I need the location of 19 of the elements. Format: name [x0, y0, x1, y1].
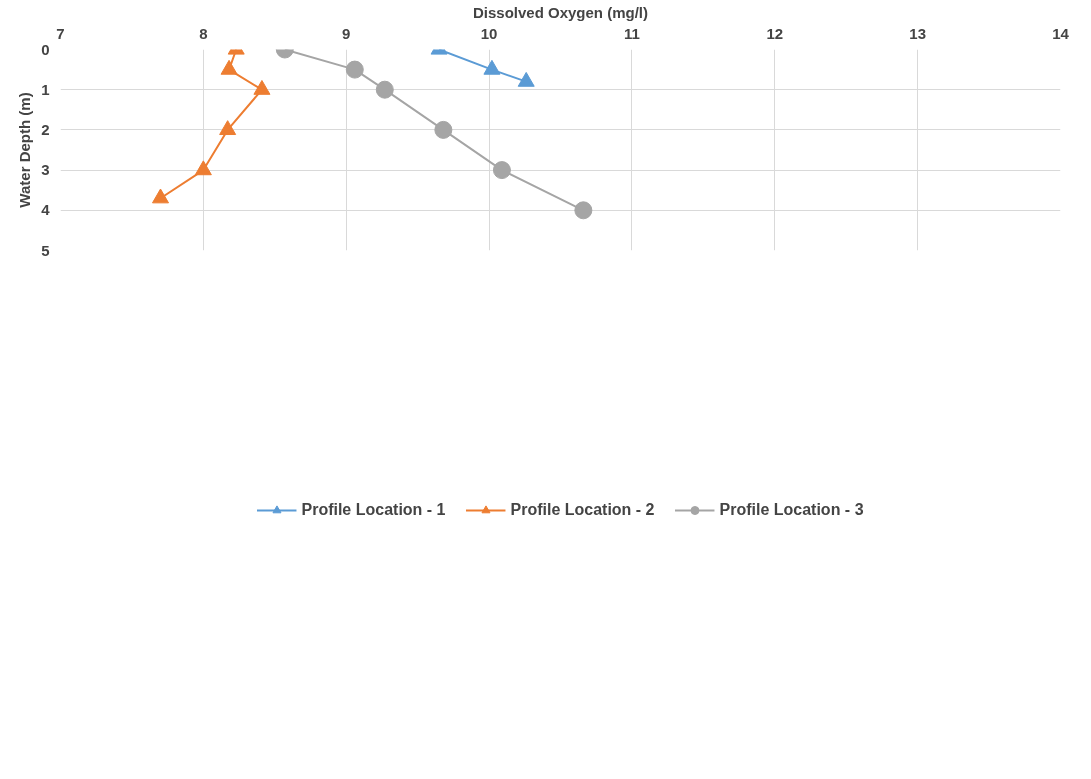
y-tick-label: 1 — [41, 80, 50, 98]
legend-label: Profile Location - 2 — [510, 501, 655, 519]
x-tick-label: 7 — [56, 24, 65, 42]
x-tick-label: 9 — [342, 24, 351, 42]
y-tick-label: 2 — [41, 120, 50, 138]
x-tick-label: 10 — [480, 24, 498, 42]
y-tick-label: 5 — [41, 241, 50, 259]
x-tick-label: 8 — [199, 24, 208, 42]
y-tick-label: 0 — [41, 40, 50, 58]
legend-label: Profile Location - 1 — [301, 501, 446, 519]
x-tick-label: 13 — [909, 24, 926, 42]
y-tick-label: 3 — [41, 161, 50, 179]
x-tick-label: 14 — [1052, 24, 1070, 42]
x-tick-label: 11 — [624, 24, 640, 42]
y-axis-title: Water Depth (m) — [16, 92, 34, 208]
x-axis-title: Dissolved Oxygen (mg/l) — [472, 3, 649, 21]
y-tick-label: 4 — [41, 201, 51, 219]
legend-label: Profile Location - 3 — [719, 501, 864, 519]
x-tick-label: 12 — [766, 24, 784, 42]
